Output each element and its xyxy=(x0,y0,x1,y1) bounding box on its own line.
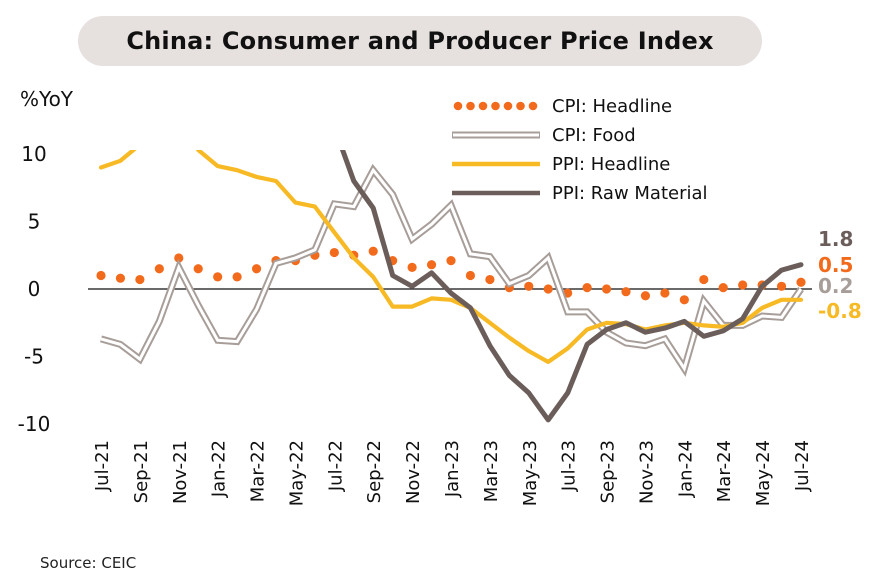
cpi-headline-point xyxy=(193,264,203,274)
x-tick-label: May-23 xyxy=(520,440,541,506)
end-value-label: 0.2 xyxy=(818,274,853,298)
cpi-headline-point xyxy=(485,274,495,285)
legend-swatch-dot xyxy=(453,101,463,111)
legend-label: PPI: Raw Material xyxy=(552,183,708,204)
y-axis-label: %YoY xyxy=(20,87,74,111)
cpi-headline-point xyxy=(776,281,787,291)
cpi-headline-point xyxy=(426,260,437,270)
y-tick-label: 0 xyxy=(28,277,41,301)
cpi-headline-point xyxy=(640,291,651,301)
cpi-headline-point xyxy=(621,287,631,297)
chart-title: China: Consumer and Producer Price Index xyxy=(126,27,714,55)
cpi-headline-point xyxy=(232,272,242,282)
source-note: Source: CEIC xyxy=(40,554,137,572)
legend-swatch-dot xyxy=(516,101,525,111)
x-tick-label: Mar-24 xyxy=(714,440,735,502)
x-tick-label: Jan-24 xyxy=(675,440,696,498)
x-tick-label: Jan-22 xyxy=(209,440,230,498)
series-cpi-food xyxy=(100,163,804,377)
cpi-headline-point xyxy=(407,262,417,272)
legend-swatch-dot xyxy=(503,101,513,111)
legend-swatch-dot xyxy=(478,101,488,111)
cpi-headline-point xyxy=(738,280,748,290)
cpi-headline-point xyxy=(543,284,553,294)
cpi-headline-point xyxy=(329,247,339,258)
cpi-headline-point xyxy=(251,264,262,274)
legend-label: CPI: Headline xyxy=(552,96,672,117)
y-tick-label: 10 xyxy=(21,142,46,166)
cpi-headline-point xyxy=(699,274,709,285)
series-line xyxy=(339,150,804,423)
y-tick-label: 5 xyxy=(28,210,41,234)
x-tick-label: Sep-23 xyxy=(598,440,619,503)
x-tick-label: Jul-24 xyxy=(792,440,813,492)
end-value-label: -0.8 xyxy=(818,299,862,323)
legend-swatch-dot xyxy=(491,101,500,111)
cpi-food-line-inner xyxy=(100,167,803,373)
x-tick-label: Sep-21 xyxy=(131,440,152,503)
cpi-headline-point xyxy=(718,283,728,293)
x-tick-label: Mar-22 xyxy=(248,440,269,502)
y-tick-label: -5 xyxy=(24,345,44,369)
cpi-headline-point xyxy=(446,256,456,266)
x-tick-label: Jan-23 xyxy=(442,440,463,498)
x-tick-label: Sep-22 xyxy=(364,440,385,503)
legend-swatch-dot xyxy=(528,101,538,111)
cpi-headline-point xyxy=(174,253,184,263)
cpi-headline-point xyxy=(213,272,223,282)
legend-swatch-dot xyxy=(466,101,475,111)
series-ppi-raw-material xyxy=(339,150,804,423)
legend-item: PPI: Raw Material xyxy=(452,183,708,204)
legend-item: PPI: Headline xyxy=(452,154,670,175)
x-tick-label: Nov-22 xyxy=(403,440,424,504)
legend-label: CPI: Food xyxy=(552,125,636,146)
x-tick-label: Jul-22 xyxy=(325,440,346,492)
legend-label: PPI: Headline xyxy=(552,154,670,175)
cpi-headline-point xyxy=(465,270,476,281)
cpi-headline-point xyxy=(368,246,378,256)
cpi-headline-point xyxy=(154,264,164,274)
cpi-headline-point xyxy=(135,274,145,285)
end-value-label: 1.8 xyxy=(818,227,853,251)
cpi-headline-point xyxy=(679,295,689,305)
end-value-label: 0.5 xyxy=(818,253,853,277)
chart-title-pill: China: Consumer and Producer Price Index xyxy=(78,16,762,66)
x-tick-label: Jul-23 xyxy=(559,440,580,492)
cpi-headline-point xyxy=(660,288,670,298)
x-tick-label: Mar-23 xyxy=(481,440,502,502)
cpi-headline-point xyxy=(96,270,106,281)
x-tick-label: Nov-21 xyxy=(170,440,191,504)
cpi-headline-point xyxy=(582,283,592,293)
y-tick-label: -10 xyxy=(18,412,51,436)
x-tick-label: Jul-21 xyxy=(92,440,113,492)
cpi-headline-point xyxy=(796,277,806,287)
x-tick-label: Nov-23 xyxy=(636,440,657,504)
cpi-headline-point xyxy=(524,281,534,291)
x-tick-label: May-24 xyxy=(753,440,774,506)
cpi-headline-point xyxy=(601,284,612,294)
cpi-headline-point xyxy=(115,273,126,283)
legend-item: CPI: Headline xyxy=(453,96,672,117)
legend-item: CPI: Food xyxy=(452,125,636,146)
x-tick-label: May-22 xyxy=(286,440,307,506)
